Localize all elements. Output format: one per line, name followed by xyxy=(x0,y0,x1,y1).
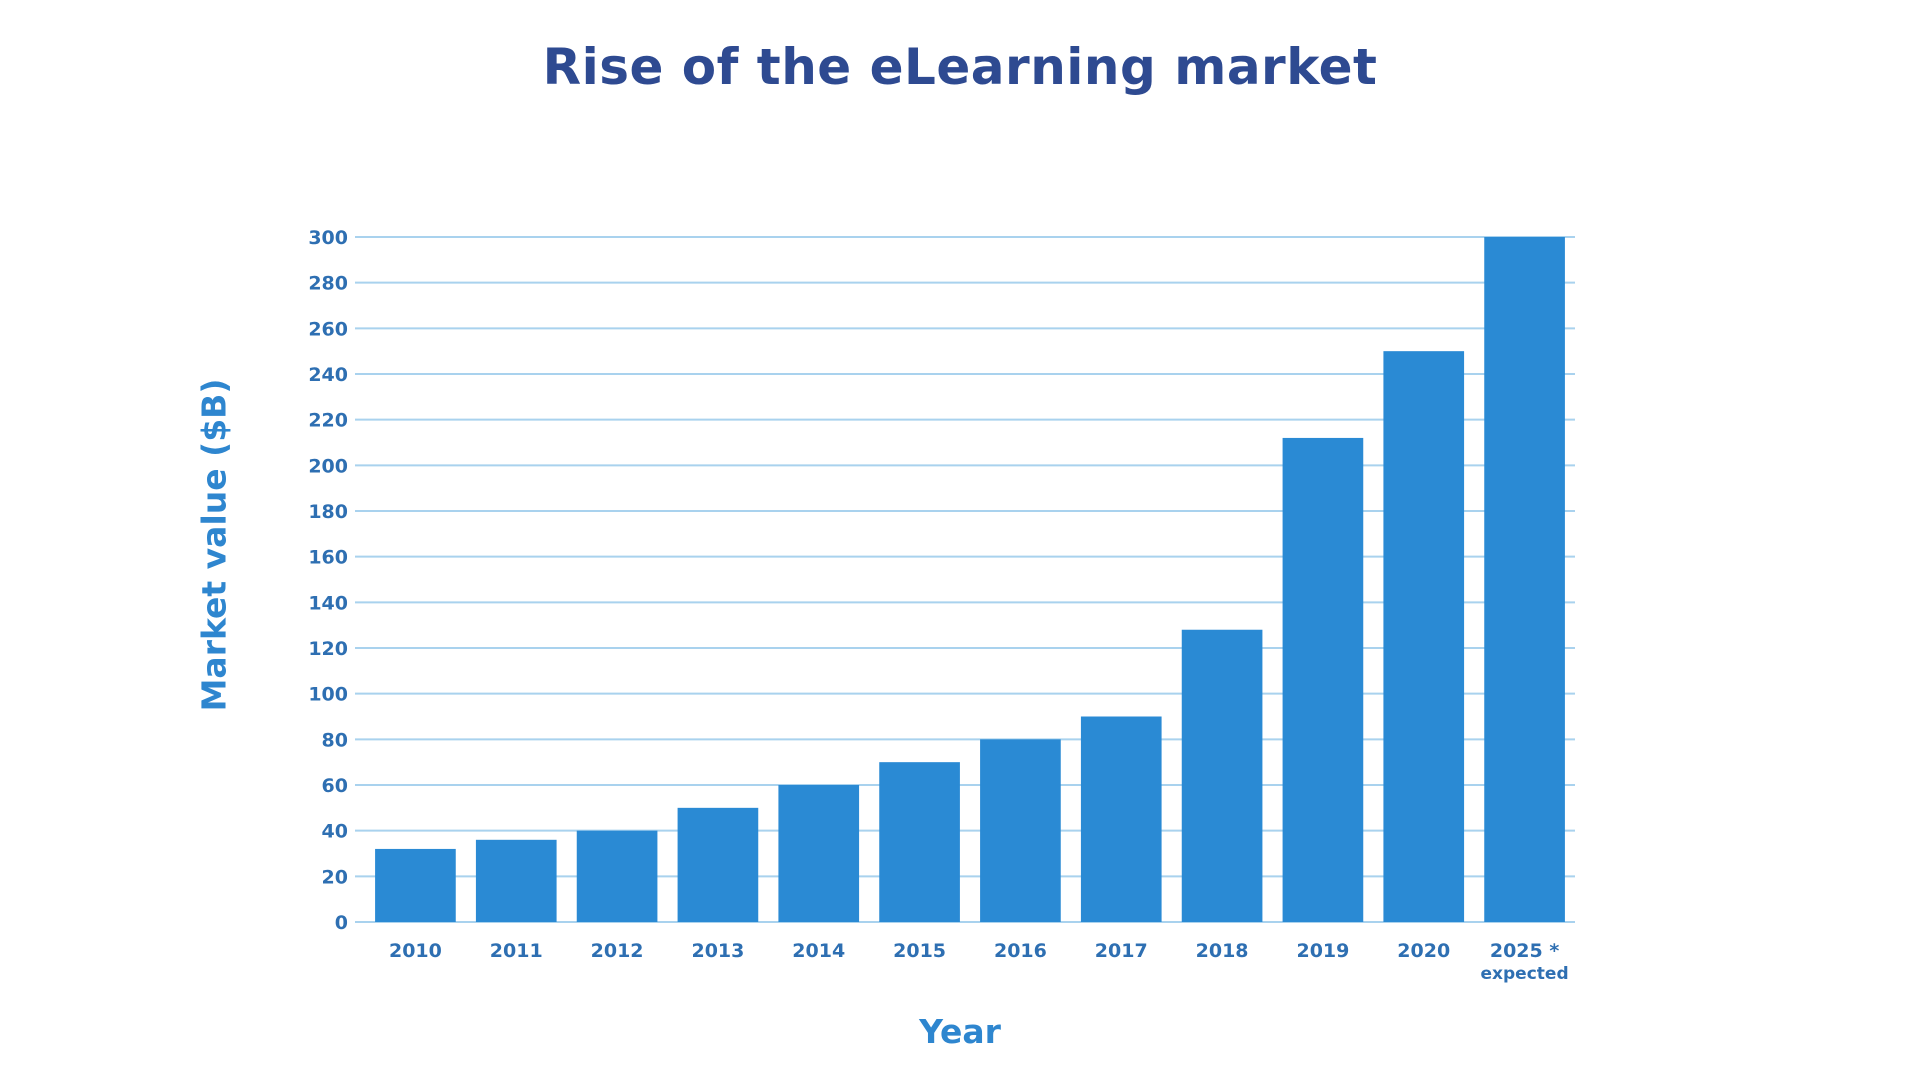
x-tick-label: 2016 xyxy=(994,940,1047,962)
bar-2018 xyxy=(1181,629,1263,922)
bar-2011 xyxy=(475,839,557,922)
bar-2010 xyxy=(375,848,456,922)
bar-2014 xyxy=(778,785,860,922)
bar-2015 xyxy=(879,762,960,922)
chart-title: Rise of the eLearning market xyxy=(542,38,1378,96)
bar-2013 xyxy=(677,807,759,922)
x-tick-label: 2012 xyxy=(591,940,644,962)
x-tick-label: 2010 xyxy=(389,940,442,962)
x-tick-label: 2011 xyxy=(490,940,543,962)
x-tick-label: 2020 xyxy=(1397,940,1450,962)
x-tick-label: 2019 xyxy=(1296,940,1349,962)
bar-2017 xyxy=(1080,716,1162,922)
x-tick-sublabel: expected xyxy=(1481,964,1569,984)
x-tick-label: 2018 xyxy=(1196,940,1249,962)
x-tick-label: 2013 xyxy=(691,940,744,962)
y-tick-label: 20 xyxy=(322,866,348,888)
x-tick-label: 2015 xyxy=(893,940,946,962)
y-tick-label: 220 xyxy=(308,410,348,432)
y-tick-label: 300 xyxy=(308,227,348,249)
y-tick-label: 120 xyxy=(308,638,348,660)
y-tick-label: 180 xyxy=(308,501,348,523)
y-tick-label: 200 xyxy=(308,455,348,477)
bar-2012 xyxy=(576,830,658,922)
bar-2016 xyxy=(980,739,1061,922)
x-tick-label: 2025 * xyxy=(1490,940,1559,962)
y-tick-label: 260 xyxy=(308,318,348,340)
bar-2020 xyxy=(1383,351,1465,923)
x-tick-label: 2017 xyxy=(1095,940,1148,962)
y-tick-label: 160 xyxy=(308,547,348,569)
y-tick-label: 80 xyxy=(322,729,348,751)
x-tick-label: 2014 xyxy=(792,940,845,962)
bar-2025 xyxy=(1484,237,1565,922)
y-tick-label: 0 xyxy=(335,912,348,934)
x-axis-label: Year xyxy=(919,1012,1001,1051)
y-tick-label: 280 xyxy=(308,273,348,295)
y-tick-label: 60 xyxy=(322,775,348,797)
y-tick-label: 240 xyxy=(308,364,348,386)
y-tick-label: 40 xyxy=(322,821,348,843)
y-tick-label: 140 xyxy=(308,592,348,614)
y-tick-label: 100 xyxy=(308,684,348,706)
bar-2019 xyxy=(1282,437,1364,922)
